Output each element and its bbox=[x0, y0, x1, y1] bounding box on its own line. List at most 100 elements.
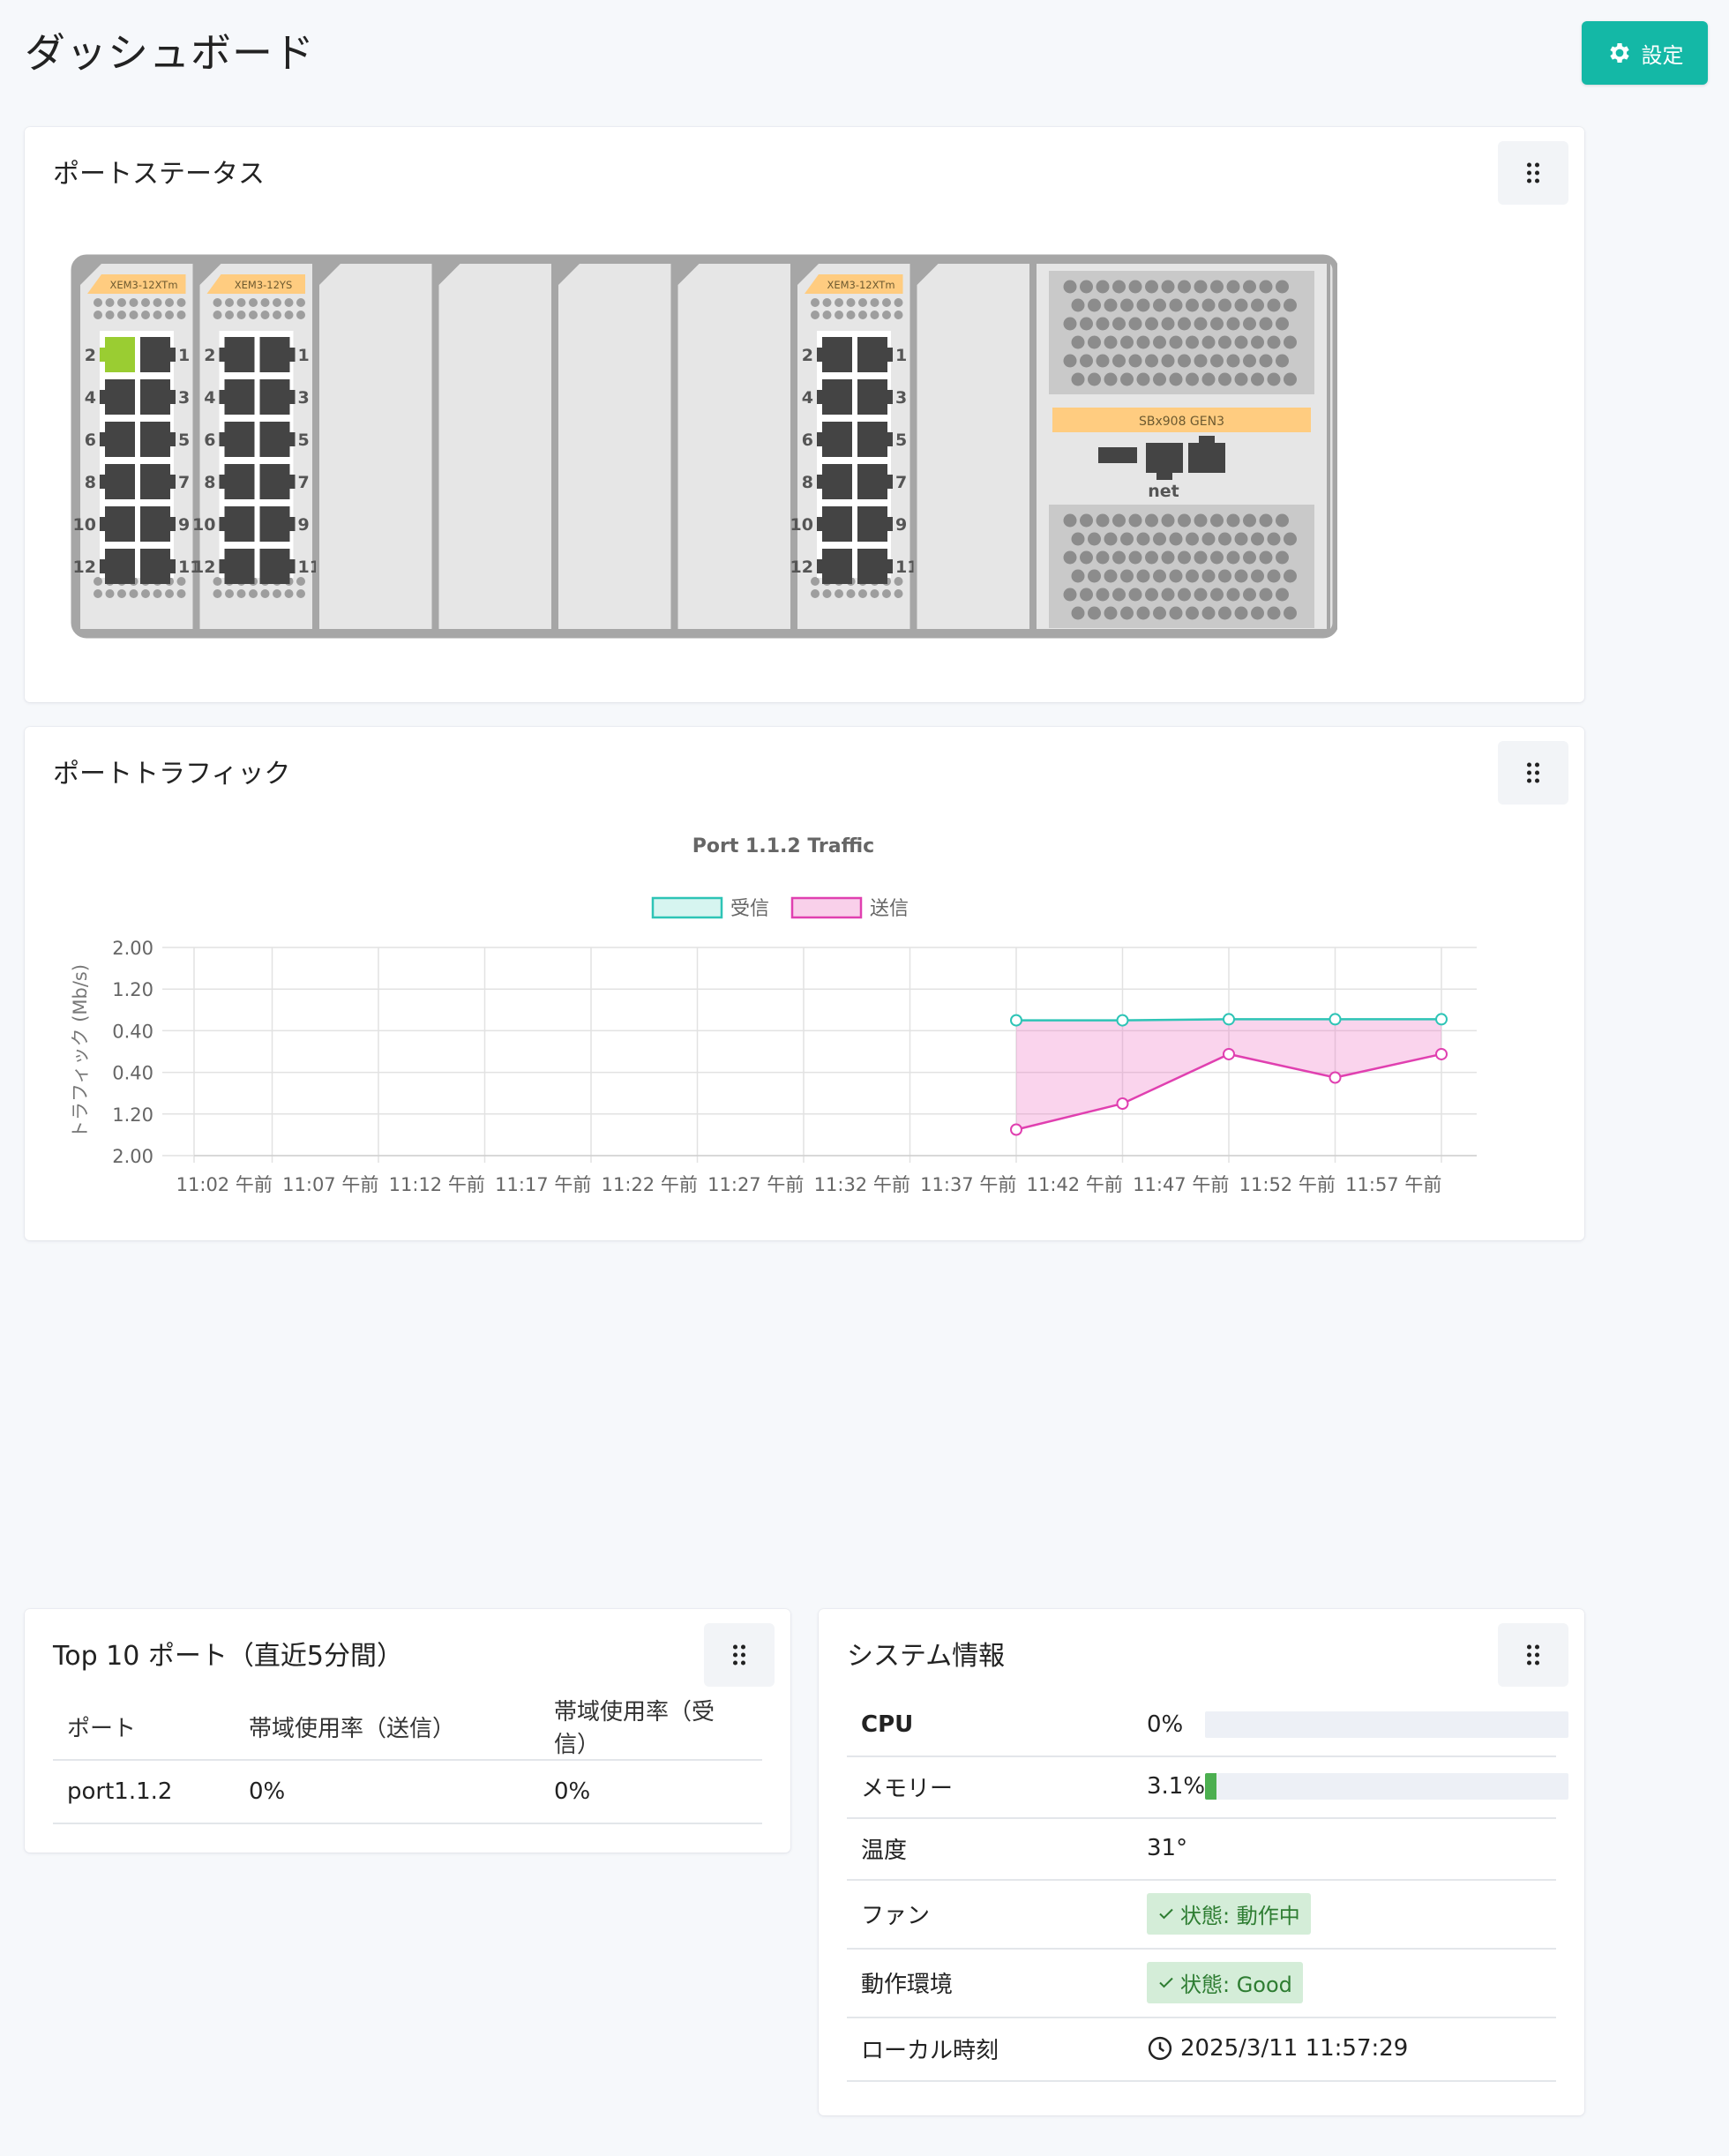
table-row: port1.1.2 0% 0% bbox=[53, 1760, 762, 1824]
port-number-right: 3 bbox=[298, 388, 310, 408]
vent-hole-bottom bbox=[176, 589, 186, 598]
grille-top-hole bbox=[1284, 335, 1297, 349]
drag-handle-traffic[interactable] bbox=[1498, 741, 1568, 805]
grille-top-hole bbox=[1088, 298, 1101, 312]
clock-icon bbox=[1148, 2036, 1172, 2061]
grille-bottom-hole bbox=[1251, 532, 1264, 546]
module-label: XEM3-12XTm bbox=[827, 279, 894, 291]
drag-handle-sysinfo[interactable] bbox=[1498, 1623, 1568, 1687]
grille-bottom-hole bbox=[1104, 569, 1118, 583]
local-time-wrap: 2025/3/11 11:57:29 bbox=[1147, 2035, 1408, 2062]
grille-bottom-hole bbox=[1284, 606, 1297, 620]
grille-bottom-hole bbox=[1267, 606, 1281, 620]
grille-bottom-hole bbox=[1178, 513, 1191, 528]
vent-hole-top bbox=[153, 298, 162, 307]
x-tick-label: 11:27 午前 bbox=[707, 1174, 804, 1195]
grille-bottom-hole bbox=[1234, 532, 1248, 546]
vent-hole-top bbox=[273, 298, 281, 307]
grille-top-hole bbox=[1128, 317, 1142, 331]
drag-handle-top10[interactable] bbox=[704, 1623, 775, 1687]
port-9 bbox=[259, 506, 290, 542]
vent-hole-bottom bbox=[153, 589, 162, 598]
grille-bottom-hole bbox=[1201, 606, 1216, 620]
grille-top-hole bbox=[1161, 280, 1175, 294]
port-number-right: 7 bbox=[895, 473, 907, 492]
grille-top-hole bbox=[1088, 372, 1101, 386]
vent-hole-top bbox=[176, 298, 186, 307]
memory-label: メモリー bbox=[861, 1775, 954, 1802]
port-number-right: 1 bbox=[178, 346, 190, 365]
port-tab-1 bbox=[289, 348, 296, 362]
cell-rx: 0% bbox=[540, 1760, 762, 1824]
data-point-tx bbox=[1010, 1123, 1022, 1136]
grille-bottom-hole bbox=[1201, 532, 1216, 546]
slot-bevel bbox=[198, 262, 223, 287]
port-tab-11 bbox=[170, 559, 176, 573]
grille-top-hole bbox=[1276, 317, 1289, 331]
grille-top-hole bbox=[1194, 354, 1208, 368]
grille-bottom-hole bbox=[1063, 513, 1077, 528]
port-number-right: 11 bbox=[895, 558, 918, 577]
grille-top-hole bbox=[1251, 298, 1264, 312]
port-number-left: 12 bbox=[790, 558, 813, 577]
vent-hole-top bbox=[858, 298, 867, 307]
grille-top-hole bbox=[1080, 354, 1093, 368]
chassis-slot bbox=[913, 260, 1033, 633]
data-point-rx bbox=[1116, 1014, 1129, 1027]
port-tab-4 bbox=[100, 390, 105, 404]
grille-bottom-hole bbox=[1104, 532, 1118, 546]
grille-top-hole bbox=[1145, 317, 1158, 331]
grille-top-hole bbox=[1112, 317, 1126, 331]
grille-top-hole bbox=[1153, 335, 1166, 349]
grille-bottom-hole bbox=[1243, 513, 1256, 528]
grille-bottom-hole bbox=[1276, 550, 1289, 565]
fan-label: ファン bbox=[861, 1902, 931, 1929]
grille-bottom-hole bbox=[1120, 532, 1134, 546]
port-number-right: 1 bbox=[298, 346, 310, 365]
settings-button[interactable]: 設定 bbox=[1582, 21, 1708, 85]
sys-row-temperature: 温度 31° bbox=[847, 1817, 1556, 1881]
grille-top-hole bbox=[1178, 280, 1191, 294]
vent-hole-bottom bbox=[213, 577, 222, 586]
port-11 bbox=[259, 549, 290, 584]
sys-row-fan: ファン 状態: 動作中 bbox=[847, 1879, 1556, 1950]
port-4 bbox=[822, 379, 852, 415]
x-tick-label: 11:37 午前 bbox=[920, 1174, 1016, 1195]
grille-top-hole bbox=[1088, 335, 1101, 349]
vent-hole-bottom bbox=[249, 589, 258, 598]
vent-hole-top bbox=[260, 298, 270, 307]
vent-hole-bottom bbox=[129, 589, 138, 598]
data-point-rx bbox=[1223, 1013, 1235, 1026]
vent-hole-bottom bbox=[236, 589, 246, 598]
port-1 bbox=[140, 337, 170, 372]
port-number-left: 4 bbox=[802, 388, 813, 408]
port-number-right: 3 bbox=[895, 388, 907, 408]
grille-top-hole bbox=[1063, 317, 1077, 331]
grille-bottom-hole bbox=[1161, 513, 1175, 528]
grille-bottom-hole bbox=[1169, 532, 1183, 546]
port-tab-11 bbox=[887, 559, 893, 573]
x-tick-label: 11:17 午前 bbox=[495, 1174, 591, 1195]
grille-top-hole bbox=[1243, 317, 1256, 331]
drag-handle-port-status[interactable] bbox=[1498, 141, 1568, 205]
legend-label-tx: 送信 bbox=[870, 898, 909, 920]
grille-top-hole bbox=[1104, 298, 1118, 312]
chassis-slot bbox=[555, 260, 675, 633]
grille-top-hole bbox=[1251, 372, 1264, 386]
system-info-title: システム情報 bbox=[847, 1641, 1006, 1672]
usb-port bbox=[1098, 447, 1137, 463]
grille-top-hole bbox=[1080, 317, 1093, 331]
slot-bevel bbox=[79, 262, 103, 287]
grille-top-hole bbox=[1145, 280, 1158, 294]
grille-bottom-hole bbox=[1218, 569, 1231, 583]
grille-top-hole bbox=[1145, 354, 1158, 368]
vent-hole-top bbox=[94, 298, 102, 307]
port-number-left: 6 bbox=[802, 430, 813, 450]
vent-hole-top bbox=[129, 298, 138, 307]
vent-hole-top bbox=[858, 311, 867, 319]
vent-hole-top bbox=[260, 311, 270, 319]
vent-hole-top bbox=[846, 298, 856, 307]
grille-bottom-hole bbox=[1259, 513, 1273, 528]
grille-bottom-hole bbox=[1080, 550, 1093, 565]
vent-hole-top bbox=[153, 311, 162, 319]
